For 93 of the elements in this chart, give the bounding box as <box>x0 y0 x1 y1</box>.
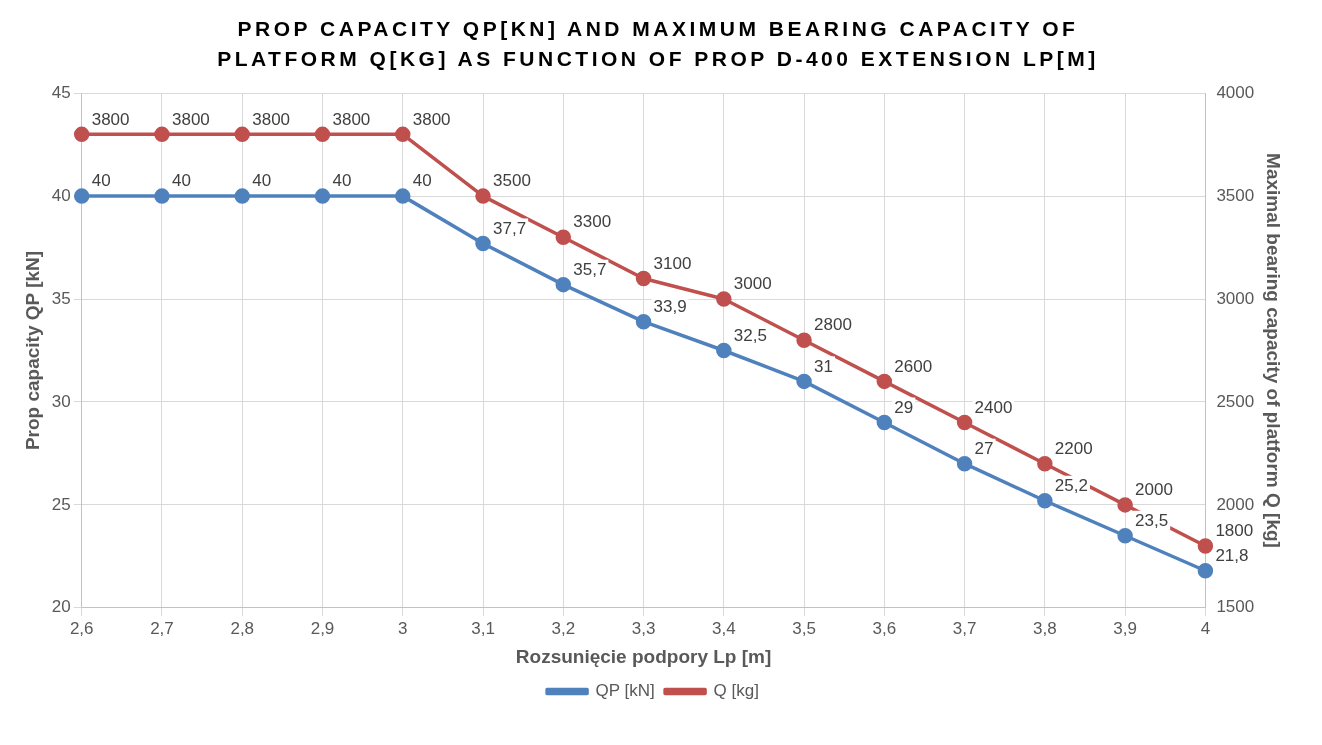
y-tick-label: 40 <box>51 185 71 205</box>
data-label: 2000 <box>1135 480 1173 500</box>
data-label: 40 <box>332 171 352 191</box>
point <box>234 126 250 143</box>
y-tick-label: 20 <box>51 597 71 617</box>
point <box>475 188 491 204</box>
point <box>314 188 331 204</box>
point <box>796 332 812 348</box>
x-tick-label: 2,9 <box>310 618 335 638</box>
data-label: 37,7 <box>493 218 527 238</box>
data-label: 31 <box>814 356 833 376</box>
data-label: 35,7 <box>573 259 607 279</box>
point <box>395 188 411 204</box>
point <box>234 188 250 204</box>
data-label: 2800 <box>814 315 852 335</box>
point <box>1037 493 1053 509</box>
x-tick-label: 3 <box>398 618 408 638</box>
x-tick-label: 3,3 <box>631 618 656 638</box>
data-label: 3800 <box>412 109 451 129</box>
data-label: 40 <box>171 171 191 191</box>
y2-tick-label: 3000 <box>1216 288 1255 308</box>
y-tick-label: 35 <box>51 288 71 308</box>
chart-title: PROP CAPACITY QP[KN] AND MAXIMUM BEARING CAPACITY OF PLATFORM Q[KG] AS FUNCTION OF PROP D-400 EXTENSION LP[M] <box>216 16 1100 72</box>
point <box>154 126 170 143</box>
data-label: 23,5 <box>1135 510 1169 530</box>
point <box>716 291 732 307</box>
data-label: 33,9 <box>653 296 687 316</box>
point <box>876 414 893 431</box>
data-label: 2400 <box>974 397 1013 417</box>
data-label: 3800 <box>252 109 291 129</box>
point <box>796 373 812 390</box>
point <box>635 313 652 330</box>
y-tick-label: 25 <box>51 494 71 514</box>
y-tick-label: 30 <box>51 391 71 411</box>
data-label: 3800 <box>171 109 210 129</box>
data-label: 40 <box>91 171 111 191</box>
point <box>475 235 491 252</box>
point <box>73 126 90 143</box>
y-axis-title: Prop capacity QP [kN] <box>21 250 43 451</box>
point <box>1037 455 1053 472</box>
data-label: 2600 <box>894 356 933 376</box>
point <box>876 373 893 390</box>
legend-label: QP [kN] <box>595 681 655 701</box>
x-tick-label: 3,4 <box>711 618 736 638</box>
data-label: 25,2 <box>1054 475 1088 495</box>
point <box>635 270 652 287</box>
point <box>1197 563 1214 579</box>
x-tick-label: 2,6 <box>69 618 94 638</box>
x-tick-label: 4 <box>1200 618 1211 638</box>
y2-axis-title: Maximal bearing capacity of platform Q [kg] <box>1263 153 1285 548</box>
y2-tick-label: 2000 <box>1216 494 1255 514</box>
x-tick-label: 2,8 <box>230 618 255 638</box>
data-label: 29 <box>894 397 914 417</box>
point <box>1197 538 1214 554</box>
x-tick-label: 3,6 <box>872 618 897 638</box>
point <box>956 455 973 472</box>
data-label: 3100 <box>653 253 692 273</box>
point <box>395 126 411 143</box>
data-label: 3300 <box>573 212 612 232</box>
data-label: 3000 <box>733 274 772 294</box>
data-label: 21,8 <box>1215 545 1249 565</box>
x-tick-label: 3,2 <box>551 618 576 638</box>
data-label: 3500 <box>493 171 531 191</box>
point <box>956 414 973 431</box>
y2-tick-label: 4000 <box>1216 82 1255 102</box>
y2-tick-label: 2500 <box>1216 391 1255 411</box>
point <box>1117 497 1133 513</box>
y2-tick-label: 1500 <box>1216 597 1255 617</box>
point <box>154 188 170 204</box>
data-label: 2200 <box>1054 438 1093 458</box>
data-label: 1800 <box>1215 521 1254 541</box>
data-label: 40 <box>412 171 432 191</box>
data-label: 27 <box>974 438 994 458</box>
data-label: 40 <box>252 171 272 191</box>
x-tick-label: 3,5 <box>792 618 816 638</box>
point <box>555 229 572 246</box>
x-tick-label: 3,7 <box>952 618 977 638</box>
point <box>716 342 732 359</box>
x-tick-label: 3,9 <box>1113 618 1137 638</box>
x-tick-label: 2,7 <box>150 618 174 638</box>
x-tick-label: 3,1 <box>471 618 495 638</box>
legend-label: Q [kg] <box>713 681 759 701</box>
data-label: 32,5 <box>733 325 767 345</box>
point <box>314 126 331 143</box>
x-axis-title: Rozsunięcie podpory Lp [m] <box>515 645 772 667</box>
point <box>1117 528 1133 544</box>
x-tick-label: 3,8 <box>1033 618 1057 638</box>
point <box>73 188 90 204</box>
data-label: 3800 <box>332 109 371 129</box>
y-tick-label: 45 <box>51 82 71 102</box>
point <box>555 276 572 293</box>
data-label: 3800 <box>91 109 130 129</box>
y2-tick-label: 3500 <box>1216 185 1255 205</box>
